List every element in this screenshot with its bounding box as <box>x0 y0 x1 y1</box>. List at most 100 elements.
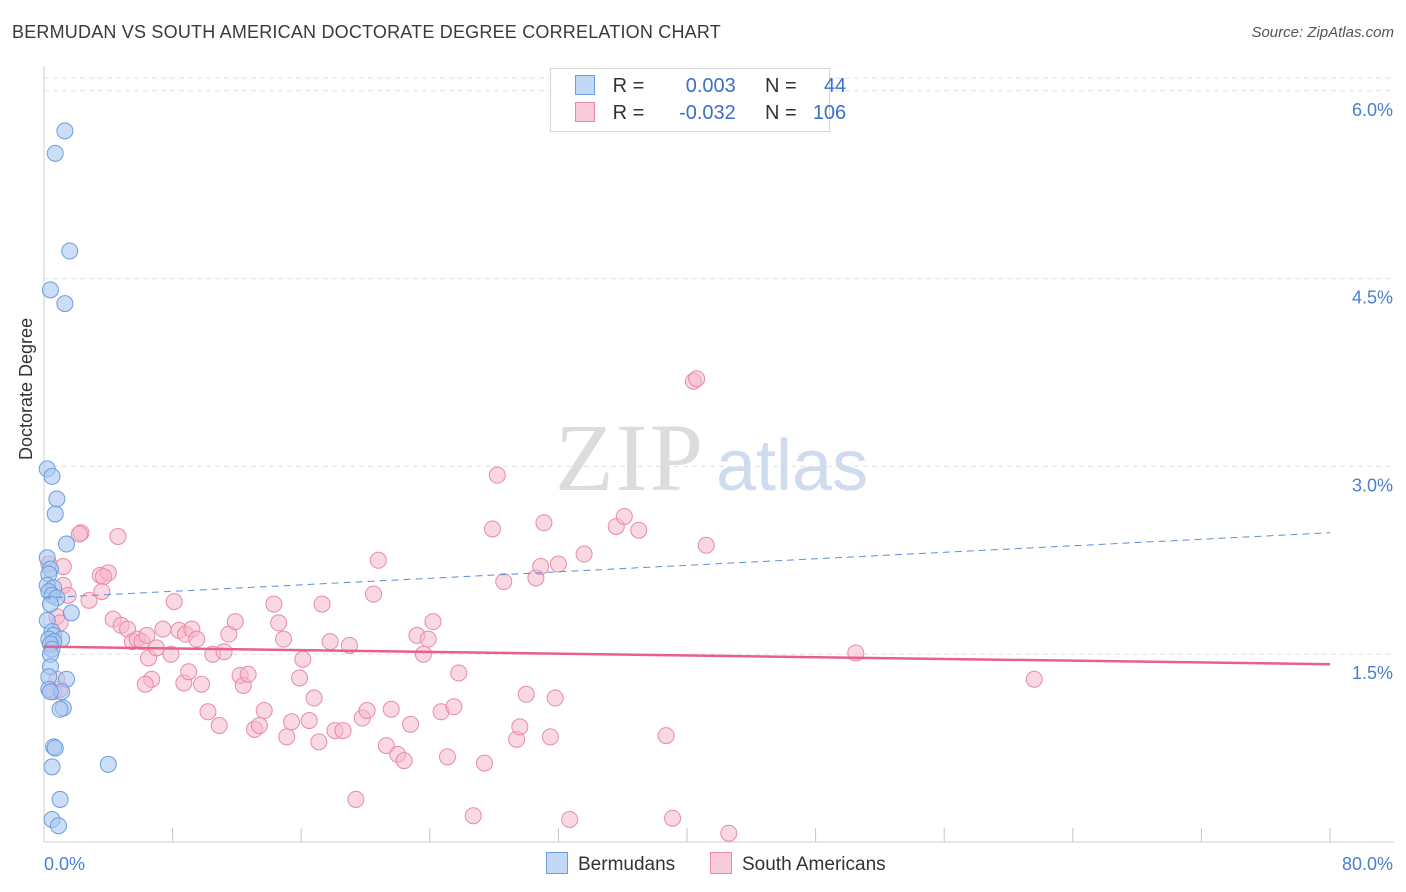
r-label: R = <box>612 102 645 124</box>
r-label: R = <box>612 75 645 97</box>
bermudans-point <box>56 295 74 313</box>
south-americans-point <box>546 689 564 707</box>
south-americans-point <box>575 545 593 563</box>
x-tick-label: 0.0% <box>44 854 85 874</box>
south-americans-point <box>165 593 183 611</box>
south-americans-point <box>445 698 463 716</box>
south-americans-point <box>305 689 323 707</box>
bermudans-point <box>46 739 64 757</box>
south-americans-trend-line <box>43 645 1331 666</box>
watermark: ZIP atlas <box>555 404 868 511</box>
bermudans-point <box>51 790 69 808</box>
south-americans-point <box>80 591 98 609</box>
south-americans-point <box>382 700 400 718</box>
south-americans-point <box>483 520 501 538</box>
n-value: 106 <box>812 102 847 124</box>
south-americans-point <box>109 528 127 546</box>
y-axis-label: Doctorate Degree <box>16 317 36 460</box>
bermudans-point <box>51 700 69 718</box>
south-americans-point <box>535 514 553 532</box>
south-americans-point <box>70 525 88 543</box>
south-americans-point <box>438 748 456 766</box>
south-americans-point <box>294 650 312 668</box>
south-americans-point <box>450 664 468 682</box>
south-americans-point <box>300 712 318 730</box>
south-americans-point <box>255 702 273 720</box>
south-americans-point <box>369 551 387 569</box>
south-americans-point <box>615 507 633 525</box>
south-americans-point <box>541 728 559 746</box>
axes <box>43 66 1394 843</box>
n-label: N = <box>764 75 797 97</box>
south-americans-point <box>226 613 244 631</box>
south-americans-point <box>340 636 358 654</box>
south-americans-point <box>424 613 442 631</box>
bermudans-point <box>41 683 59 701</box>
south-americans-point <box>313 595 331 613</box>
south-americans-point <box>402 715 420 733</box>
south-americans-point <box>657 727 675 745</box>
legend-label: South Americans <box>742 854 886 875</box>
south-americans-point <box>199 703 217 721</box>
n-label: N = <box>764 102 797 124</box>
south-americans-legend-swatch <box>710 852 732 874</box>
south-americans-point <box>278 728 296 746</box>
bermudans-point <box>46 144 64 162</box>
y-tick-label: 4.5% <box>1352 288 1393 308</box>
south-americans-point <box>488 466 506 484</box>
legend-item-south-americans[interactable]: South Americans <box>710 852 886 876</box>
south-americans-point <box>561 810 579 828</box>
legend-item-bermudans[interactable]: Bermudans <box>546 852 675 876</box>
south-americans-point <box>377 737 395 755</box>
bermudans-points <box>38 122 117 835</box>
bermudans-swatch <box>575 75 595 95</box>
trend-lines <box>43 532 1331 666</box>
south-americans-point <box>532 558 550 576</box>
south-americans-point <box>630 521 648 539</box>
source-label: Source: ZipAtlas.com <box>1251 24 1394 41</box>
x-tick-labels: 0.0% 80.0% <box>44 854 1393 874</box>
bermudans-point <box>99 755 117 773</box>
south-americans-point <box>239 665 257 683</box>
south-americans-point <box>464 807 482 825</box>
bermudans-point <box>43 467 61 485</box>
bermudans-point <box>41 595 59 613</box>
south-americans-point <box>138 626 156 644</box>
south-americans-point <box>475 754 493 772</box>
bermudans-point <box>61 242 79 260</box>
south-americans-point <box>193 675 211 693</box>
south-americans-point <box>154 620 172 638</box>
south-americans-point <box>697 536 715 554</box>
south-americans-point <box>283 713 301 731</box>
south-americans-point <box>549 555 567 573</box>
south-americans-point <box>688 370 706 388</box>
south-americans-point <box>310 733 328 751</box>
bermudans-point <box>43 758 61 776</box>
south-americans-point <box>664 809 682 827</box>
south-americans-point <box>180 663 198 681</box>
grid-lines <box>44 77 1394 655</box>
stats-legend: R = 0.003 N = 44 R = -0.032 N = 106 <box>550 68 846 132</box>
south-americans-point <box>358 702 376 720</box>
stats-row-south-americans: R = -0.032 N = 106 <box>575 102 846 126</box>
bermudans-trend-line <box>43 532 1331 599</box>
y-tick-labels: 1.5% 3.0% 4.5% 6.0% <box>1352 100 1393 683</box>
x-tick-label: 80.0% <box>1342 854 1393 874</box>
bermudans-point <box>41 281 59 299</box>
south-americans-point <box>347 790 365 808</box>
south-americans-point <box>270 614 288 632</box>
chart-title: BERMUDAN VS SOUTH AMERICAN DOCTORATE DEG… <box>12 22 721 42</box>
south-americans-point <box>250 717 268 735</box>
legend-label: Bermudans <box>578 854 676 875</box>
south-americans-point <box>720 824 738 842</box>
bermudans-point <box>46 505 64 523</box>
south-americans-point <box>414 645 432 663</box>
south-americans-point <box>291 669 309 687</box>
y-tick-label: 3.0% <box>1352 475 1393 495</box>
bermudans-point <box>58 535 76 553</box>
n-value: 44 <box>823 75 847 97</box>
bermudans-point <box>56 122 74 140</box>
south-americans-point <box>495 573 513 591</box>
bermudans-point <box>48 490 66 508</box>
r-value: -0.032 <box>679 102 736 124</box>
